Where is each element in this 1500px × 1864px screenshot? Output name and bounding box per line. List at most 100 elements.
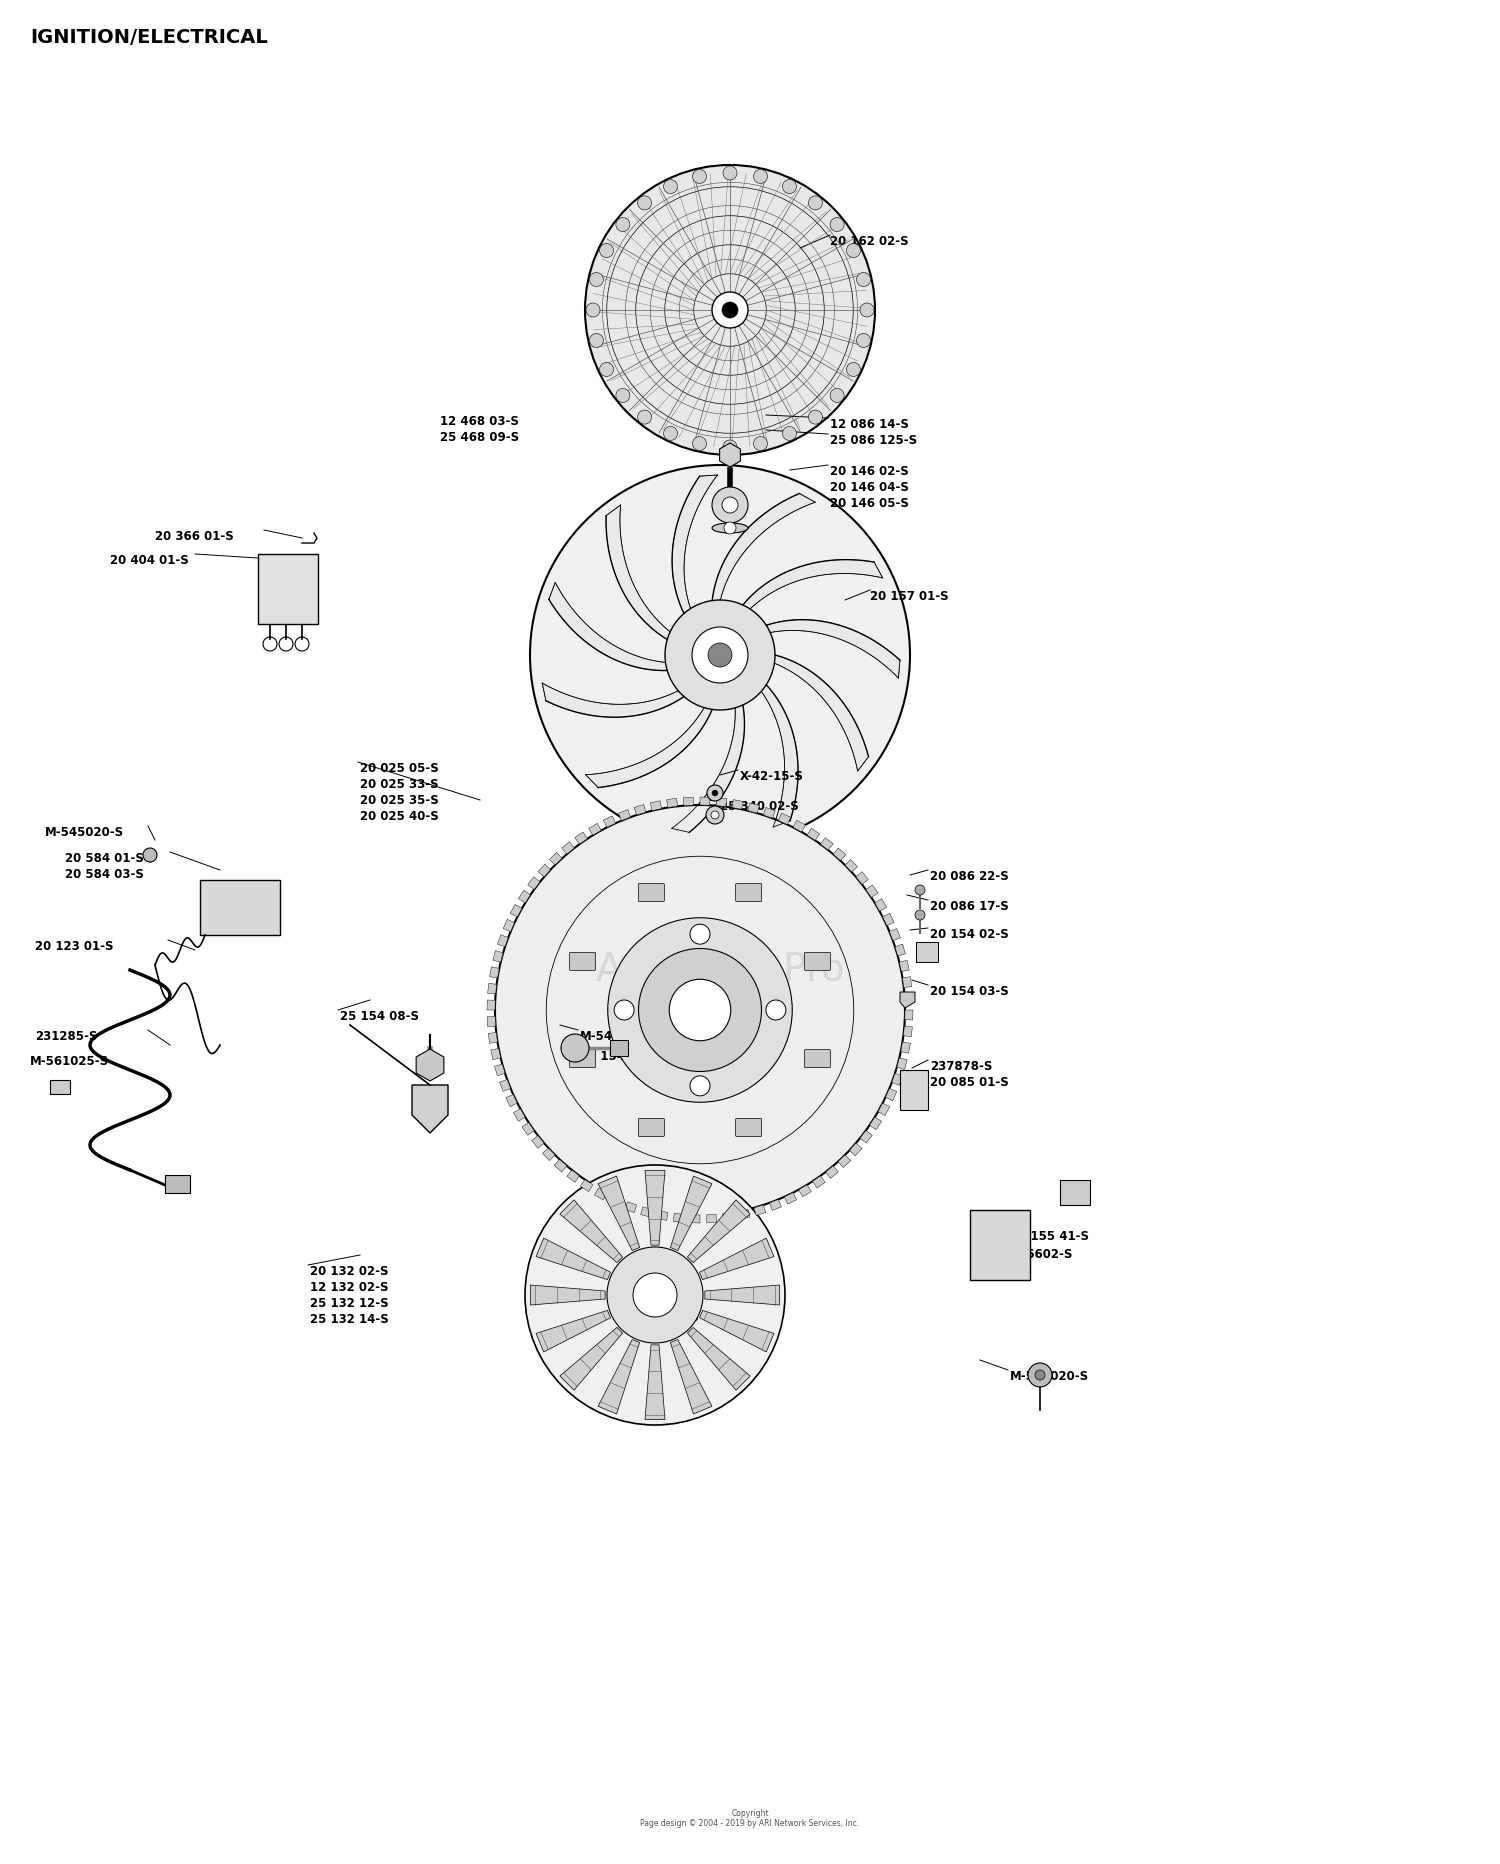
Polygon shape xyxy=(687,1200,750,1262)
Text: M-545020-S: M-545020-S xyxy=(45,826,125,839)
Polygon shape xyxy=(774,654,868,772)
Polygon shape xyxy=(554,1159,567,1172)
Polygon shape xyxy=(706,1213,717,1223)
Polygon shape xyxy=(807,828,819,841)
Circle shape xyxy=(783,179,796,194)
Circle shape xyxy=(693,170,706,183)
Polygon shape xyxy=(690,1215,700,1223)
Polygon shape xyxy=(885,1089,897,1100)
Circle shape xyxy=(608,1247,703,1342)
Text: 25 155 41-S: 25 155 41-S xyxy=(1010,1230,1089,1243)
Polygon shape xyxy=(762,684,798,828)
FancyBboxPatch shape xyxy=(970,1210,1030,1281)
Text: 231285-S: 231285-S xyxy=(34,1031,98,1044)
Text: 25 086 125-S: 25 086 125-S xyxy=(830,434,916,447)
Polygon shape xyxy=(732,800,742,809)
Circle shape xyxy=(915,885,926,895)
Text: 20 154 04-S: 20 154 04-S xyxy=(580,1049,658,1062)
Polygon shape xyxy=(687,1327,750,1391)
Text: 20 584 03-S: 20 584 03-S xyxy=(64,869,144,882)
Text: 20 366 01-S: 20 366 01-S xyxy=(154,529,234,542)
Polygon shape xyxy=(624,1202,636,1213)
Circle shape xyxy=(722,498,738,513)
Polygon shape xyxy=(640,1206,652,1217)
Polygon shape xyxy=(588,824,602,835)
Text: 20 025 05-S: 20 025 05-S xyxy=(360,762,438,775)
Circle shape xyxy=(142,848,158,861)
Polygon shape xyxy=(900,1042,910,1053)
Circle shape xyxy=(638,196,651,211)
Circle shape xyxy=(724,522,736,533)
Circle shape xyxy=(808,196,822,211)
Text: ARI Parts Pro: ARI Parts Pro xyxy=(596,951,844,988)
Circle shape xyxy=(846,244,861,257)
Circle shape xyxy=(711,811,718,818)
Text: 41 403 09-S: 41 403 09-S xyxy=(620,1295,699,1309)
Circle shape xyxy=(692,626,748,682)
Circle shape xyxy=(1035,1370,1046,1379)
Polygon shape xyxy=(723,1212,734,1221)
Polygon shape xyxy=(528,876,540,889)
Circle shape xyxy=(722,302,738,319)
Circle shape xyxy=(600,362,613,377)
Text: 237878-S: 237878-S xyxy=(930,1061,993,1074)
Circle shape xyxy=(608,917,792,1102)
Polygon shape xyxy=(634,805,646,815)
Polygon shape xyxy=(531,1284,605,1305)
Text: 20 025 33-S: 20 025 33-S xyxy=(360,777,438,790)
Polygon shape xyxy=(574,831,588,844)
Circle shape xyxy=(712,790,718,796)
Polygon shape xyxy=(916,941,938,962)
Circle shape xyxy=(723,440,736,455)
Polygon shape xyxy=(700,798,709,805)
Text: 20 146 05-S: 20 146 05-S xyxy=(830,498,909,511)
Polygon shape xyxy=(490,1048,501,1061)
Polygon shape xyxy=(609,1195,621,1206)
Polygon shape xyxy=(488,999,495,1010)
Circle shape xyxy=(859,304,874,317)
Circle shape xyxy=(616,218,630,231)
Text: IGNITION/ELECTRICAL: IGNITION/ELECTRICAL xyxy=(30,28,267,47)
Circle shape xyxy=(586,304,600,317)
FancyBboxPatch shape xyxy=(570,953,596,971)
Circle shape xyxy=(525,1165,784,1424)
Polygon shape xyxy=(825,1165,839,1178)
Polygon shape xyxy=(416,1049,444,1081)
FancyBboxPatch shape xyxy=(570,1049,596,1068)
Polygon shape xyxy=(794,820,806,831)
Polygon shape xyxy=(666,798,678,807)
Circle shape xyxy=(530,464,910,844)
Polygon shape xyxy=(699,1310,774,1351)
Circle shape xyxy=(590,272,603,287)
FancyBboxPatch shape xyxy=(610,1040,628,1057)
Text: 20 025 35-S: 20 025 35-S xyxy=(360,794,438,807)
FancyBboxPatch shape xyxy=(258,554,318,624)
Text: 41 403 10-S: 41 403 10-S xyxy=(620,1310,699,1323)
Text: 20 404 01-S: 20 404 01-S xyxy=(110,554,189,567)
Circle shape xyxy=(561,1035,590,1062)
Text: 20 086 22-S: 20 086 22-S xyxy=(930,870,1008,884)
Circle shape xyxy=(664,600,776,710)
FancyBboxPatch shape xyxy=(639,884,664,902)
Circle shape xyxy=(723,166,736,181)
Polygon shape xyxy=(903,977,912,988)
Text: 25 468 09-S: 25 468 09-S xyxy=(440,431,519,444)
FancyBboxPatch shape xyxy=(735,1118,762,1137)
Circle shape xyxy=(915,910,926,921)
Circle shape xyxy=(614,999,634,1020)
Circle shape xyxy=(706,805,724,824)
Circle shape xyxy=(663,179,678,194)
Text: 20 157 01-S: 20 157 01-S xyxy=(870,591,948,602)
Polygon shape xyxy=(522,1122,534,1135)
Polygon shape xyxy=(684,798,693,805)
Polygon shape xyxy=(705,1284,780,1305)
Text: 20 146 04-S: 20 146 04-S xyxy=(830,481,909,494)
Polygon shape xyxy=(536,1310,610,1351)
Polygon shape xyxy=(651,802,662,811)
Text: 20 154 03-S: 20 154 03-S xyxy=(930,984,1008,997)
Text: 25 132 14-S: 25 132 14-S xyxy=(310,1312,388,1325)
Polygon shape xyxy=(538,865,550,876)
Circle shape xyxy=(712,293,748,328)
Polygon shape xyxy=(519,891,531,902)
Polygon shape xyxy=(778,813,790,824)
